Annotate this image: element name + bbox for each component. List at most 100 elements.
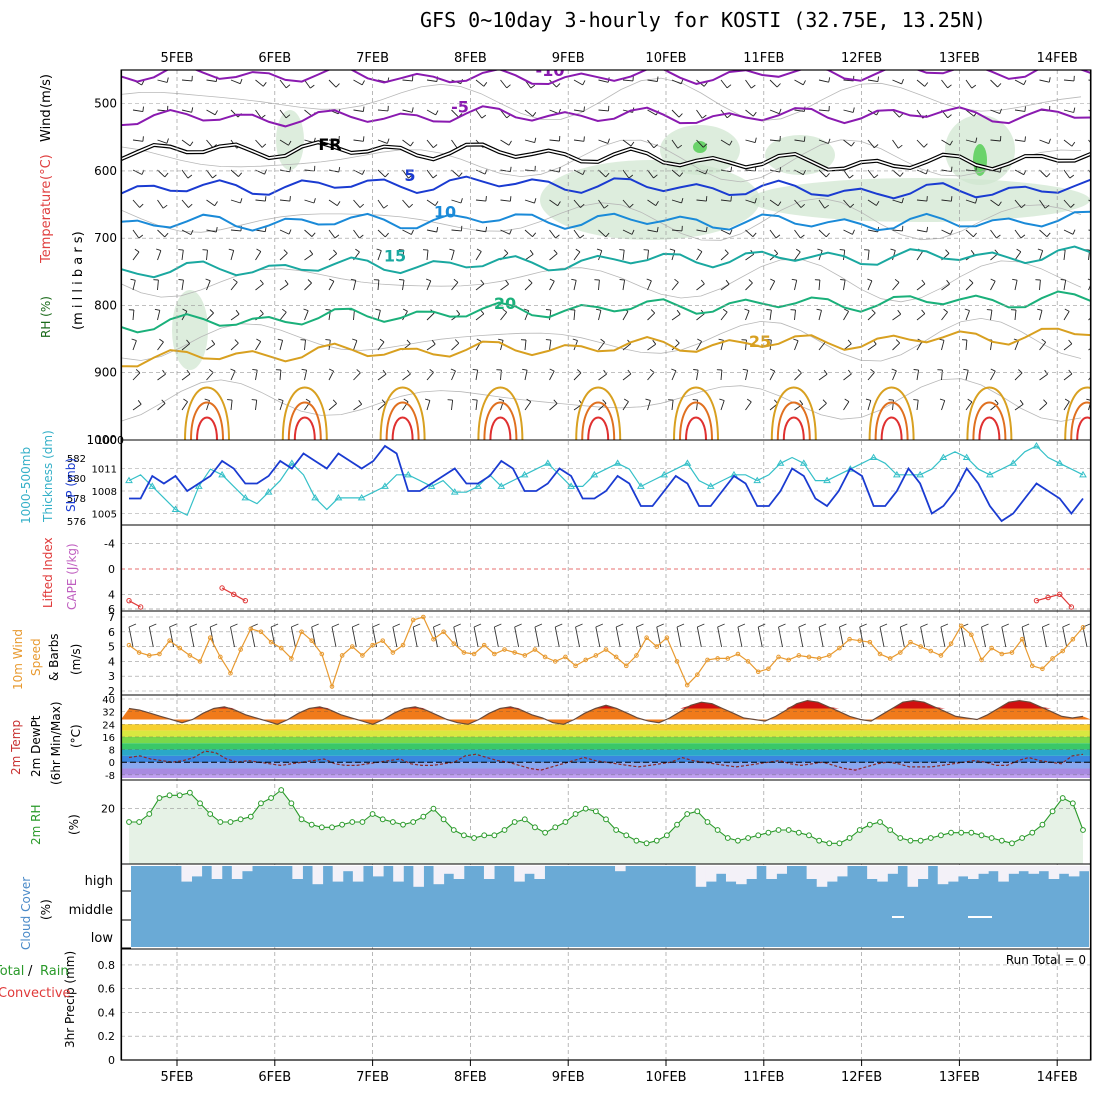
date-label-top: 9FEB	[552, 51, 585, 66]
wind10m-barb	[189, 626, 195, 648]
wind10m-point	[532, 647, 538, 652]
rh2m-point	[1029, 829, 1036, 836]
wind-barb-flag	[376, 248, 382, 252]
surface-isotherm	[483, 401, 518, 440]
wind-barb-flag	[705, 169, 708, 175]
thickness-marker	[334, 493, 343, 501]
wind-barb-flag	[600, 338, 605, 343]
wind-barb	[818, 310, 822, 321]
wind-barb-flag	[509, 196, 512, 202]
temp-ytick: 40	[102, 695, 115, 706]
rh2m-point	[948, 829, 954, 836]
wind-barb-flag	[849, 203, 855, 208]
rh2m-point	[745, 835, 751, 841]
wind-barb	[867, 250, 870, 261]
temp-band	[121, 724, 1091, 731]
rh2m-point	[268, 795, 274, 801]
wind10m-barb-flag	[494, 623, 502, 628]
wind-barb-flag	[700, 279, 705, 285]
surface-isotherm	[385, 401, 420, 440]
wind-barb	[573, 229, 581, 239]
cloud-high-gap	[917, 866, 929, 879]
wind-barb	[451, 229, 462, 232]
upper-ytick: 800	[94, 298, 117, 312]
wind-barb	[843, 79, 854, 82]
wind-barb	[622, 343, 632, 351]
wind-barb-flag	[839, 249, 845, 251]
wind-barb-flag	[528, 279, 533, 284]
wind-barb	[279, 199, 290, 202]
thickness-marker	[823, 476, 831, 484]
wind-barb-flag	[142, 136, 144, 142]
wind-barb-flag	[899, 172, 904, 177]
wind10m-point	[329, 684, 335, 689]
wind-barb-flag	[656, 76, 659, 82]
thickness-marker	[869, 453, 878, 461]
wind10m-barb	[290, 626, 296, 648]
wind10m-barb	[757, 626, 763, 648]
thickness-marker	[986, 470, 994, 478]
wind-barb	[720, 79, 728, 89]
wind-barb-flag	[329, 278, 335, 282]
wind10m-barb-flag	[453, 623, 461, 628]
surface-isotherm	[1064, 386, 1091, 440]
wind-barb	[647, 280, 652, 291]
wind10m-barb-flag	[758, 623, 766, 628]
wind-barb-flag	[362, 106, 365, 112]
wind-barb	[230, 370, 236, 381]
wind-barb	[328, 253, 337, 261]
surface-isotherm	[880, 416, 903, 440]
cloud-high-gap	[1078, 866, 1090, 872]
wind-barb	[132, 403, 142, 411]
wind-barb-flag	[406, 339, 411, 344]
rh2m-point	[917, 837, 924, 844]
rh2m-point	[735, 837, 741, 844]
rh2m-point	[298, 816, 305, 823]
wind-barb-flag	[534, 137, 537, 143]
rh2m-point	[998, 837, 1005, 844]
cloud-high-gap	[978, 866, 989, 874]
wind-barb	[132, 309, 135, 321]
wind-barb-flag	[674, 278, 679, 283]
wind-barb	[255, 283, 264, 291]
wind-barb-flag	[359, 203, 365, 208]
wind-barb	[426, 139, 434, 148]
wind-barb	[867, 229, 878, 233]
wind-barb	[206, 250, 208, 261]
wind-barb-flag	[333, 249, 338, 254]
wind10m-barb	[940, 626, 946, 648]
wind-barb	[916, 169, 927, 175]
wind10m-point	[309, 638, 314, 643]
wind-barb-flag	[795, 248, 801, 253]
wind-barb-flag	[334, 234, 340, 239]
wind-barb-flag	[650, 309, 656, 314]
isotherm-label: 10	[434, 202, 456, 221]
wind-barb-flag	[553, 249, 558, 254]
rh2m-point	[410, 819, 417, 825]
slp-ytick: 1005	[92, 510, 117, 521]
wind-barb-flag	[572, 338, 578, 342]
wind-barb-flag	[970, 250, 975, 255]
wind-barb	[794, 309, 796, 321]
wind-barb	[965, 401, 973, 411]
rh2m-point	[694, 808, 701, 815]
rh2m-point	[653, 837, 660, 844]
wind-barb	[720, 400, 725, 411]
wind-barb-flag	[186, 369, 191, 375]
temp-label-4: (°C)	[69, 724, 83, 748]
wind-barb	[573, 79, 583, 86]
wind-barb	[206, 312, 214, 321]
wind-barb-flag	[480, 279, 485, 285]
wind10m-barb-flag	[473, 623, 482, 628]
wind-barb-flag	[431, 339, 436, 345]
wind10m-point	[938, 653, 944, 658]
wind10m-point	[177, 645, 183, 651]
wind-barb	[157, 199, 164, 209]
wind-barb-flag	[1037, 248, 1043, 251]
wind10m-barb	[1041, 626, 1047, 648]
wind-barb	[941, 311, 948, 321]
lifted-index-line	[1036, 593, 1072, 608]
wind-barb-flag	[209, 309, 214, 314]
thickness-marker	[474, 482, 482, 489]
wind10m-barb	[899, 626, 905, 648]
